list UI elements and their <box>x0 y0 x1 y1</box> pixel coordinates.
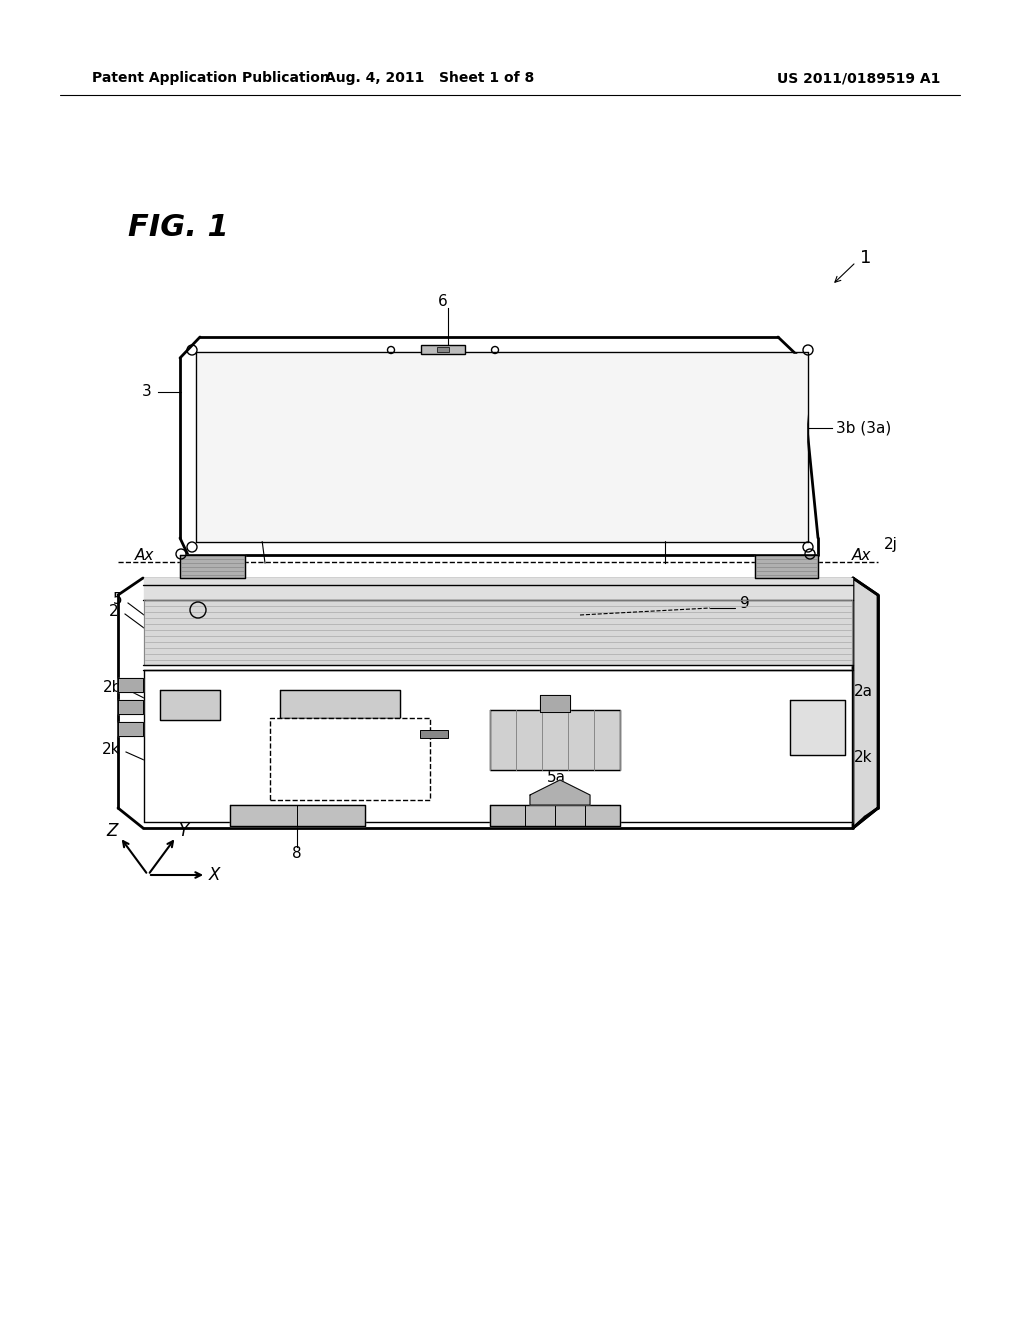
Polygon shape <box>490 710 620 770</box>
Text: 3b (3a): 3b (3a) <box>836 421 891 436</box>
Text: 2k: 2k <box>101 742 120 758</box>
Text: 2j: 2j <box>884 537 898 553</box>
Text: 4: 4 <box>655 527 665 541</box>
Text: 4: 4 <box>251 527 261 541</box>
Polygon shape <box>160 690 220 719</box>
Text: 5: 5 <box>113 593 122 607</box>
Text: Y: Y <box>179 822 189 840</box>
Text: 2a: 2a <box>854 685 873 700</box>
Polygon shape <box>144 578 852 601</box>
Text: Ax: Ax <box>135 548 155 562</box>
Polygon shape <box>530 780 590 805</box>
Polygon shape <box>181 358 817 539</box>
Polygon shape <box>755 554 818 578</box>
Polygon shape <box>118 700 143 714</box>
Text: 9: 9 <box>740 597 750 611</box>
Text: X: X <box>208 866 220 884</box>
Bar <box>421 345 465 354</box>
Text: 5a: 5a <box>547 771 565 785</box>
Polygon shape <box>540 696 570 711</box>
Polygon shape <box>118 722 143 737</box>
Text: 8: 8 <box>292 846 302 861</box>
Text: Aug. 4, 2011   Sheet 1 of 8: Aug. 4, 2011 Sheet 1 of 8 <box>326 71 535 84</box>
Text: Z: Z <box>106 822 118 840</box>
Polygon shape <box>198 354 806 540</box>
Text: 2: 2 <box>109 605 118 619</box>
Polygon shape <box>144 601 852 665</box>
Polygon shape <box>144 671 852 822</box>
Bar <box>437 347 449 352</box>
Bar <box>420 730 449 738</box>
Polygon shape <box>118 578 878 828</box>
Text: Ax: Ax <box>852 548 871 562</box>
Text: 2b: 2b <box>102 681 122 696</box>
Polygon shape <box>180 554 245 578</box>
Bar <box>270 718 430 800</box>
Text: US 2011/0189519 A1: US 2011/0189519 A1 <box>776 71 940 84</box>
Text: 3: 3 <box>142 384 152 400</box>
Polygon shape <box>790 700 845 755</box>
Polygon shape <box>118 678 143 692</box>
Text: 1: 1 <box>860 249 871 267</box>
Text: 7: 7 <box>272 741 282 755</box>
Text: 6: 6 <box>438 294 447 309</box>
Text: 2k: 2k <box>854 751 872 766</box>
Polygon shape <box>230 805 365 826</box>
Polygon shape <box>280 690 400 718</box>
Text: FIG. 1: FIG. 1 <box>128 214 228 243</box>
Polygon shape <box>853 578 878 828</box>
Text: Patent Application Publication: Patent Application Publication <box>92 71 330 84</box>
Polygon shape <box>490 805 620 826</box>
